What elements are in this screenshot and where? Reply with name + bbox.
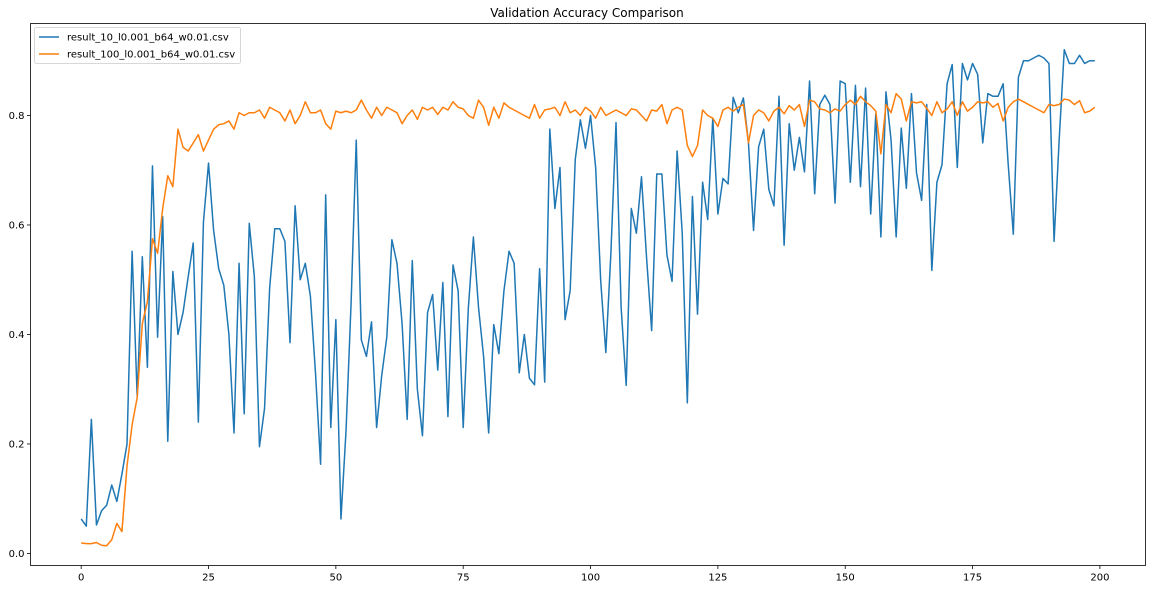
x-tick-label: 0 [78,573,84,584]
legend-label-series-1: result_10_l0.001_b64_w0.01.csv [67,33,229,44]
x-tick-label: 75 [457,573,470,584]
x-tick-label: 175 [963,573,982,584]
x-tick-label: 25 [202,573,215,584]
x-tick-label: 200 [1090,573,1109,584]
x-tick-label: 50 [329,573,342,584]
series-layer [80,49,1096,547]
y-tick-label: 0.6 [9,220,25,231]
legend: result_10_l0.001_b64_w0.01.csv result_10… [34,27,241,64]
y-tick-label: 0.0 [9,549,25,560]
y-tick-label: 0.4 [9,330,25,341]
x-tick-label: 100 [581,573,600,584]
y-axis: 0.0 0.2 0.4 0.6 0.8 [9,111,31,560]
x-axis: 0 25 50 75 100 125 150 175 200 [78,565,1109,584]
x-tick-label: 125 [708,573,727,584]
legend-box [34,27,241,64]
plot-frame [30,23,1146,566]
x-tick-label: 150 [836,573,855,584]
y-tick-label: 0.2 [9,439,25,450]
y-tick-label: 0.8 [9,111,25,122]
chart-title: Validation Accuracy Comparison [490,6,684,20]
series-line-1 [80,49,1095,527]
legend-label-series-2: result_100_l0.001_b64_w0.01.csv [67,50,235,61]
series-line-2 [81,92,1096,547]
